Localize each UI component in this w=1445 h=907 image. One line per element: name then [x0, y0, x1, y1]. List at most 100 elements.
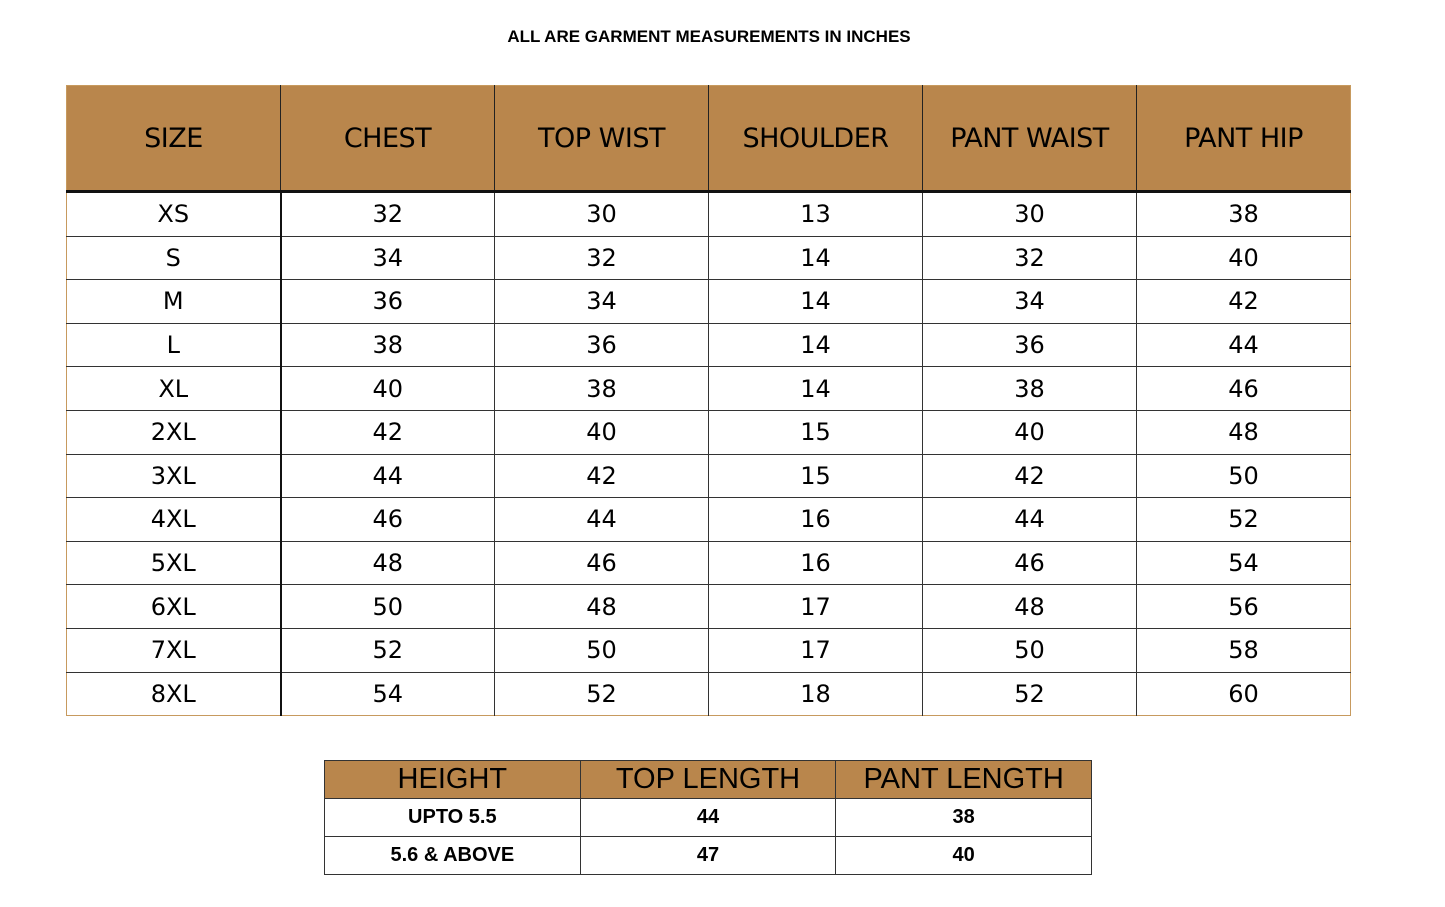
table-cell: 38 — [835, 798, 1092, 837]
table-cell: 50 — [279, 584, 495, 629]
table-cell: 56 — [1136, 584, 1351, 629]
table-cell: 2XL — [66, 409, 281, 455]
table-row: 8XL 54 52 18 52 60 — [66, 671, 1351, 716]
table-cell: 7XL — [66, 627, 281, 673]
table-row: L 38 36 14 36 44 — [66, 322, 1351, 367]
column-header: TOP LENGTH — [579, 760, 836, 799]
table-cell: 3XL — [66, 453, 281, 498]
table-cell: 44 — [1136, 322, 1351, 367]
table-row: UPTO 5.5 44 38 — [324, 798, 1092, 837]
table-cell: 48 — [922, 584, 1137, 629]
table-cell: 42 — [494, 453, 709, 498]
table-cell: 14 — [708, 279, 923, 324]
table-cell: 14 — [708, 366, 923, 411]
table-row: XS 32 30 13 30 38 — [67, 191, 1351, 237]
table-cell: L — [66, 322, 281, 367]
table-cell: 5.6 & ABOVE — [324, 836, 581, 875]
table-cell: 40 — [279, 366, 495, 411]
table-cell: 40 — [1136, 235, 1351, 280]
table-cell: 42 — [922, 453, 1137, 498]
table-cell: 48 — [494, 584, 709, 629]
table-row: 5.6 & ABOVE 47 40 — [324, 836, 1092, 875]
table-cell: 17 — [708, 627, 923, 673]
table-cell: 38 — [922, 366, 1137, 411]
table-cell: 44 — [922, 497, 1137, 542]
table-cell: 40 — [835, 836, 1092, 875]
table-cell: UPTO 5.5 — [324, 798, 581, 837]
header-row: HEIGHT TOP LENGTH PANT LENGTH — [324, 760, 1092, 799]
table-row: 5XL 48 46 16 46 54 — [66, 540, 1351, 585]
table-cell: 52 — [279, 627, 495, 673]
table-cell: 52 — [1136, 497, 1351, 542]
column-header: PANT WAIST — [922, 85, 1137, 193]
table-cell: 42 — [279, 409, 495, 455]
table-cell: XL — [66, 366, 281, 411]
column-header: CHEST — [280, 85, 495, 193]
column-header: PANT HIP — [1136, 85, 1351, 193]
table-cell: S — [66, 235, 281, 280]
table-cell: 46 — [1136, 366, 1351, 411]
table-cell: 40 — [494, 409, 709, 455]
table-cell: 50 — [494, 627, 709, 673]
table-cell: M — [66, 279, 281, 324]
table-cell: 58 — [1136, 627, 1351, 673]
table-cell: 44 — [579, 798, 837, 837]
table-cell: 42 — [1136, 279, 1351, 324]
table-cell: 18 — [708, 671, 923, 716]
table-cell: 50 — [922, 627, 1137, 673]
table-cell: 38 — [1136, 191, 1351, 237]
length-table: HEIGHT TOP LENGTH PANT LENGTH UPTO 5.5 44 38 5… — [324, 760, 1092, 875]
table-cell: 17 — [708, 584, 923, 629]
table-cell: 54 — [1136, 540, 1351, 585]
table-cell: 4XL — [66, 497, 281, 542]
column-header: TOP WIST — [494, 85, 709, 193]
table-cell: 46 — [922, 540, 1137, 585]
table-cell: 36 — [922, 322, 1137, 367]
table-cell: 46 — [279, 497, 495, 542]
table-cell: 40 — [922, 409, 1137, 455]
table-cell: 36 — [494, 322, 709, 367]
table-cell: 34 — [494, 279, 709, 324]
table-cell: 46 — [494, 540, 709, 585]
table-cell: 60 — [1136, 671, 1351, 716]
table-cell: 5XL — [66, 540, 281, 585]
table-row: S 34 32 14 32 40 — [66, 235, 1351, 280]
table-cell: 15 — [708, 409, 923, 455]
table-cell: 47 — [579, 836, 837, 875]
table-cell: 30 — [494, 191, 709, 237]
column-header: HEIGHT — [324, 760, 581, 799]
table-row: XL 40 38 14 38 46 — [66, 366, 1351, 411]
column-header: SIZE — [66, 85, 281, 193]
table-row: 6XL 50 48 17 48 56 — [66, 584, 1351, 629]
header-row: SIZE CHEST TOP WIST SHOULDER PANT WAIST PANT … — [66, 85, 1351, 193]
table-cell: 34 — [279, 235, 495, 280]
table-cell: 32 — [279, 191, 495, 237]
table-cell: 32 — [922, 235, 1137, 280]
table-row: 7XL 52 50 17 50 58 — [66, 627, 1351, 673]
table-cell: 14 — [708, 322, 923, 367]
table-row: 3XL 44 42 15 42 50 — [66, 453, 1351, 498]
table-cell: 52 — [494, 671, 709, 716]
table-cell: 13 — [708, 191, 923, 237]
table-cell: 48 — [279, 540, 495, 585]
table-cell: 8XL — [66, 671, 281, 716]
table-cell: 50 — [1136, 453, 1351, 498]
table-cell: 44 — [279, 453, 495, 498]
table-cell: 16 — [708, 540, 923, 585]
table-row: M 36 34 14 34 42 — [66, 279, 1351, 324]
column-header: PANT LENGTH — [835, 760, 1092, 799]
column-header: SHOULDER — [708, 85, 923, 193]
table-cell: 44 — [494, 497, 709, 542]
table-row: 2XL 42 40 15 40 48 — [66, 409, 1351, 455]
table-cell: 52 — [922, 671, 1137, 716]
table-cell: 30 — [922, 191, 1137, 237]
table-cell: 48 — [1136, 409, 1351, 455]
table-cell: 34 — [922, 279, 1137, 324]
table-cell: 15 — [708, 453, 923, 498]
table-cell: 38 — [494, 366, 709, 411]
table-cell: 16 — [708, 497, 923, 542]
page-title: ALL ARE GARMENT MEASUREMENTS IN INCHES — [507, 27, 911, 46]
table-cell: 36 — [279, 279, 495, 324]
table-row: 4XL 46 44 16 44 52 — [66, 497, 1351, 542]
table-cell: 6XL — [66, 584, 281, 629]
